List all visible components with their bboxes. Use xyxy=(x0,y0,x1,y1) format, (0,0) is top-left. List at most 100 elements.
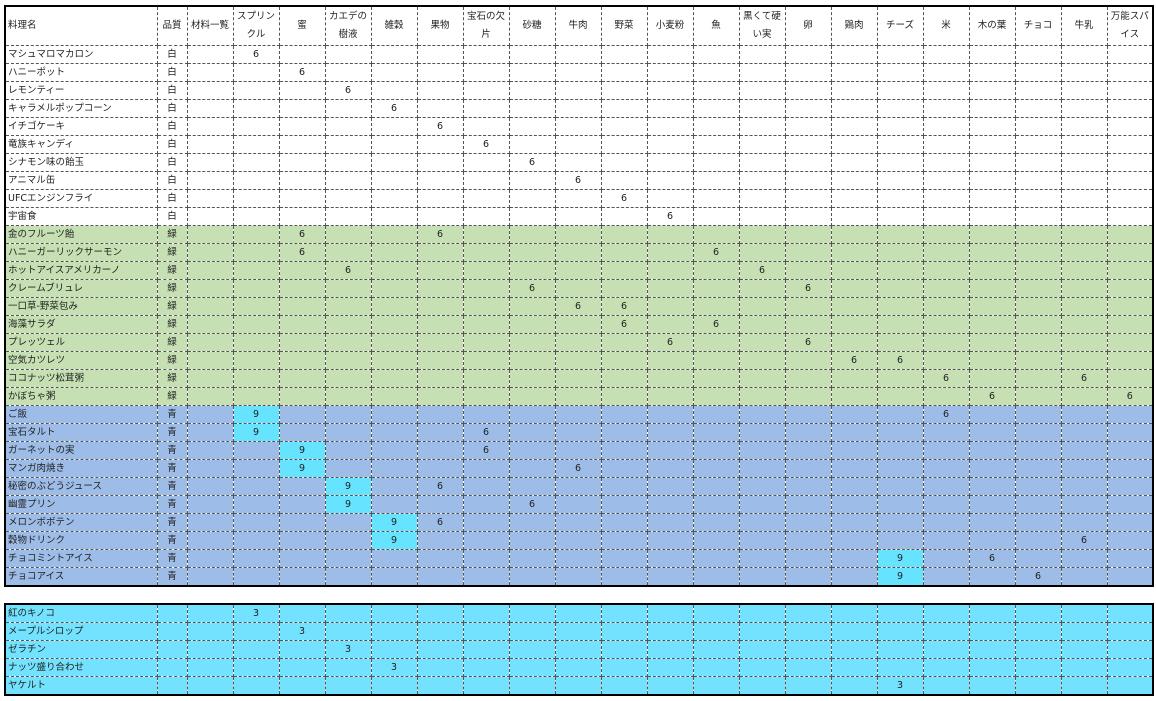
cell xyxy=(554,567,602,587)
cell xyxy=(1014,351,1062,370)
cell xyxy=(1014,405,1062,424)
cell xyxy=(646,513,694,532)
cell xyxy=(278,423,326,442)
cell xyxy=(370,225,418,244)
cell xyxy=(1106,315,1154,334)
cell xyxy=(876,225,924,244)
cell xyxy=(692,622,740,641)
cell xyxy=(646,603,694,623)
cell xyxy=(646,45,694,64)
cell xyxy=(232,207,280,226)
cell xyxy=(232,171,280,190)
dish-name: かぼちゃ粥 xyxy=(4,387,158,406)
cell xyxy=(370,405,418,424)
cell xyxy=(692,658,740,677)
cell xyxy=(968,640,1016,659)
cell xyxy=(784,81,832,100)
cell xyxy=(1060,549,1108,568)
cell xyxy=(186,99,234,118)
cell xyxy=(692,333,740,352)
cell xyxy=(232,117,280,136)
cell xyxy=(508,225,556,244)
cell xyxy=(416,315,464,334)
cell xyxy=(968,117,1016,136)
cell xyxy=(968,45,1016,64)
dish-name: マンガ肉焼き xyxy=(4,459,158,478)
quality: 白 xyxy=(156,189,188,208)
data-row: ナッツ盛り合わせ 3 xyxy=(4,658,1154,677)
cell xyxy=(508,63,556,82)
cell xyxy=(370,315,418,334)
amount: 9 xyxy=(370,513,418,532)
cell xyxy=(600,99,648,118)
cell xyxy=(1106,531,1154,550)
cell xyxy=(692,459,740,478)
cell xyxy=(784,117,832,136)
data-row: イチゴケーキ白 6 xyxy=(4,117,1154,136)
cell xyxy=(324,622,372,641)
dish-name: ナッツ盛り合わせ xyxy=(4,658,158,677)
cell xyxy=(554,477,602,496)
cell xyxy=(1014,459,1062,478)
amount: 6 xyxy=(738,261,786,280)
cell xyxy=(830,549,878,568)
cell xyxy=(1014,441,1062,460)
cell xyxy=(324,63,372,82)
cell xyxy=(278,117,326,136)
cell xyxy=(1014,333,1062,352)
dish-name: キャラメルポップコーン xyxy=(4,99,158,118)
cell xyxy=(784,225,832,244)
cell xyxy=(738,658,786,677)
cell xyxy=(278,405,326,424)
cell xyxy=(186,603,234,623)
cell xyxy=(738,603,786,623)
cell xyxy=(462,315,510,334)
cell xyxy=(784,495,832,514)
cell xyxy=(462,261,510,280)
cell xyxy=(784,477,832,496)
amount: 6 xyxy=(508,495,556,514)
cell xyxy=(416,405,464,424)
cell xyxy=(600,63,648,82)
cell xyxy=(922,207,970,226)
cell xyxy=(278,387,326,406)
cell xyxy=(370,297,418,316)
cell xyxy=(416,207,464,226)
amount: 6 xyxy=(600,297,648,316)
cell xyxy=(784,315,832,334)
cell xyxy=(922,387,970,406)
amount: 9 xyxy=(876,549,924,568)
cell xyxy=(830,495,878,514)
cell xyxy=(876,297,924,316)
cell xyxy=(1014,171,1062,190)
data-row: チョコミントアイス青 9 6 xyxy=(4,549,1154,568)
header-cell: 料理名 xyxy=(4,5,158,46)
cell xyxy=(600,549,648,568)
data-row: プレッツェル緑 6 6 xyxy=(4,333,1154,352)
data-row: 紅のキノコ 3 xyxy=(4,603,1154,623)
cell xyxy=(784,153,832,172)
cell xyxy=(968,171,1016,190)
cell xyxy=(232,676,280,696)
cell xyxy=(646,63,694,82)
cell xyxy=(1014,531,1062,550)
cell xyxy=(554,279,602,298)
cell xyxy=(232,369,280,388)
cell xyxy=(508,567,556,587)
cell xyxy=(876,117,924,136)
cell xyxy=(1060,423,1108,442)
cell xyxy=(646,549,694,568)
amount: 6 xyxy=(416,477,464,496)
cell xyxy=(416,495,464,514)
cell xyxy=(1060,99,1108,118)
amount: 6 xyxy=(462,423,510,442)
cell xyxy=(646,243,694,262)
quality: 緑 xyxy=(156,279,188,298)
cell xyxy=(968,333,1016,352)
cell xyxy=(186,171,234,190)
quality: 緑 xyxy=(156,333,188,352)
cell xyxy=(922,513,970,532)
cell xyxy=(646,261,694,280)
header-cell: 砂糖 xyxy=(508,5,556,46)
